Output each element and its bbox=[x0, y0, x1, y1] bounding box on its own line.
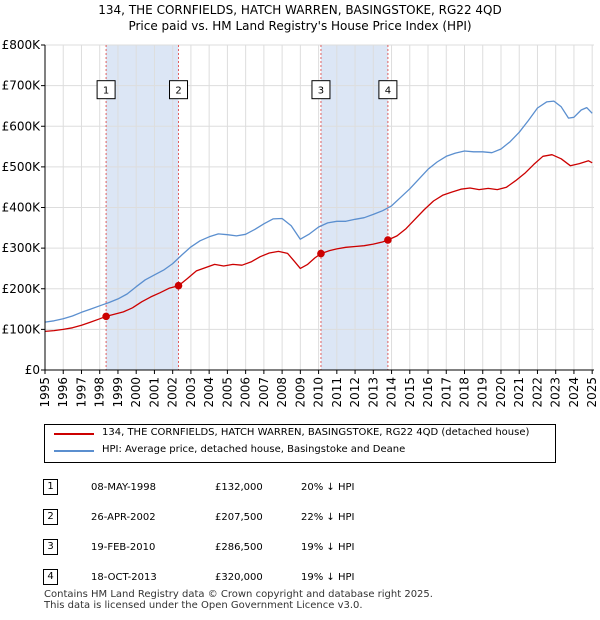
table-row: 1 08-MAY-1998 £132,000 20% ↓ HPI bbox=[41, 472, 354, 502]
sale-marker-label: 2 bbox=[175, 86, 181, 97]
x-tick-label: 2007 bbox=[257, 377, 271, 408]
y-tick-label: £700K bbox=[2, 79, 42, 93]
y-tick-label: £500K bbox=[2, 160, 42, 174]
sale-marker-label: 4 bbox=[385, 86, 391, 97]
x-tick-label: 2009 bbox=[293, 377, 307, 408]
x-tick-label: 2012 bbox=[348, 377, 362, 408]
legend-property-label: 134, THE CORNFIELDS, HATCH WARREN, BASIN… bbox=[102, 427, 530, 438]
x-tick-label: 2020 bbox=[494, 377, 508, 408]
sale-hpi-diff: 19% ↓ HPI bbox=[301, 541, 355, 553]
legend-item-property: 134, THE CORNFIELDS, HATCH WARREN, BASIN… bbox=[45, 426, 555, 443]
table-row: 3 19-FEB-2010 £286,500 19% ↓ HPI bbox=[41, 532, 354, 562]
x-tick-label: 2004 bbox=[202, 377, 216, 408]
y-tick-label: £600K bbox=[2, 119, 42, 133]
y-tick-label: £100K bbox=[2, 322, 42, 336]
x-tick-label: 2005 bbox=[220, 377, 234, 408]
x-tick-label: 2025 bbox=[585, 377, 599, 408]
sale-number-badge: 2 bbox=[43, 509, 58, 525]
x-tick-label: 1996 bbox=[56, 377, 70, 408]
sale-price: £320,000 bbox=[215, 571, 263, 583]
legend-property-swatch bbox=[54, 433, 94, 435]
x-tick-label: 2015 bbox=[403, 377, 417, 408]
x-tick-label: 2016 bbox=[421, 377, 435, 408]
sale-marker-label: 1 bbox=[103, 86, 109, 97]
sale-hpi-diff: 20% ↓ HPI bbox=[301, 481, 355, 493]
legend: 134, THE CORNFIELDS, HATCH WARREN, BASIN… bbox=[44, 424, 556, 463]
sale-number-badge: 4 bbox=[43, 569, 58, 585]
chart-title-line-1: 134, THE CORNFIELDS, HATCH WARREN, BASIN… bbox=[98, 3, 501, 17]
x-tick-label: 2017 bbox=[439, 377, 453, 408]
sale-hpi-diff: 19% ↓ HPI bbox=[301, 571, 355, 583]
sale-point bbox=[102, 312, 110, 321]
x-tick-label: 2023 bbox=[549, 377, 563, 408]
x-tick-label: 2008 bbox=[275, 377, 289, 408]
x-tick-label: 2000 bbox=[129, 377, 143, 408]
footer-licence: This data is licensed under the Open Gov… bbox=[44, 600, 363, 611]
sale-date: 18-OCT-2013 bbox=[91, 571, 157, 583]
x-tick-label: 2010 bbox=[312, 377, 326, 408]
x-tick-label: 2011 bbox=[330, 377, 344, 408]
sale-price: £132,000 bbox=[215, 481, 263, 493]
sale-point bbox=[384, 236, 392, 244]
sale-marker-label: 3 bbox=[318, 86, 324, 97]
x-tick-label: 2019 bbox=[476, 377, 490, 408]
x-tick-label: 2018 bbox=[458, 377, 472, 408]
sale-date: 26-APR-2002 bbox=[91, 511, 156, 523]
sale-point bbox=[317, 249, 325, 258]
sale-marker-box bbox=[169, 80, 189, 100]
x-tick-label: 2024 bbox=[567, 377, 581, 408]
x-tick-label: 1997 bbox=[74, 377, 88, 408]
legend-item-hpi: HPI: Average price, detached house, Basi… bbox=[45, 443, 555, 460]
sale-marker-box bbox=[378, 80, 398, 100]
hpi-line bbox=[44, 100, 593, 323]
legend-hpi-swatch bbox=[54, 450, 94, 452]
sale-point bbox=[174, 281, 183, 290]
y-tick-label: £800K bbox=[2, 38, 42, 52]
y-tick-label: £300K bbox=[2, 241, 42, 255]
x-tick-label: 1999 bbox=[111, 377, 125, 408]
sale-date: 19-FEB-2010 bbox=[91, 541, 156, 553]
chart-title-line-2: Price paid vs. HM Land Registry's House … bbox=[128, 19, 471, 33]
x-tick-label: 2022 bbox=[530, 377, 544, 408]
sale-hpi-diff: 22% ↓ HPI bbox=[301, 511, 355, 523]
footer: Contains HM Land Registry data © Crown c… bbox=[44, 589, 433, 611]
sale-points bbox=[102, 236, 392, 321]
axes: £0 £100K £200K £300K £400K £500K £600K £700K £80… bbox=[2, 38, 600, 408]
x-tick-label: 2003 bbox=[184, 377, 198, 408]
table-row: 2 26-APR-2002 £207,500 22% ↓ HPI bbox=[41, 502, 354, 532]
sale-price: £207,500 bbox=[215, 511, 263, 523]
y-tick-label: £0 bbox=[25, 363, 40, 377]
x-tick-label: 2014 bbox=[385, 377, 399, 408]
sale-marker-box bbox=[311, 80, 331, 100]
x-tick-label: 2013 bbox=[366, 377, 380, 408]
sale-marker-labels: 1 2 3 4 bbox=[96, 80, 398, 100]
transactions-table: 1 08-MAY-1998 £132,000 20% ↓ HPI 2 26-AP… bbox=[41, 472, 354, 592]
x-tick-label: 2021 bbox=[512, 377, 526, 408]
sale-marker-box bbox=[96, 80, 116, 100]
y-tick-label: £400K bbox=[2, 201, 42, 215]
sale-price: £286,500 bbox=[215, 541, 263, 553]
table-row: 4 18-OCT-2013 £320,000 19% ↓ HPI bbox=[41, 562, 354, 592]
x-tick-label: 2001 bbox=[147, 377, 161, 408]
footer-copyright: Contains HM Land Registry data © Crown c… bbox=[44, 589, 433, 600]
x-tick-label: 1995 bbox=[38, 377, 52, 408]
x-tick-label: 2002 bbox=[166, 377, 180, 408]
sale-number-badge: 1 bbox=[43, 479, 58, 495]
x-tick-label: 2006 bbox=[239, 377, 253, 408]
price-chart: 134, THE CORNFIELDS, HATCH WARREN, BASIN… bbox=[2, 3, 600, 408]
y-tick-label: £200K bbox=[2, 282, 42, 296]
sale-number-badge: 3 bbox=[43, 539, 58, 555]
legend-hpi-label: HPI: Average price, detached house, Basi… bbox=[102, 444, 406, 455]
sale-date: 08-MAY-1998 bbox=[91, 481, 157, 493]
x-tick-label: 1998 bbox=[93, 377, 107, 408]
